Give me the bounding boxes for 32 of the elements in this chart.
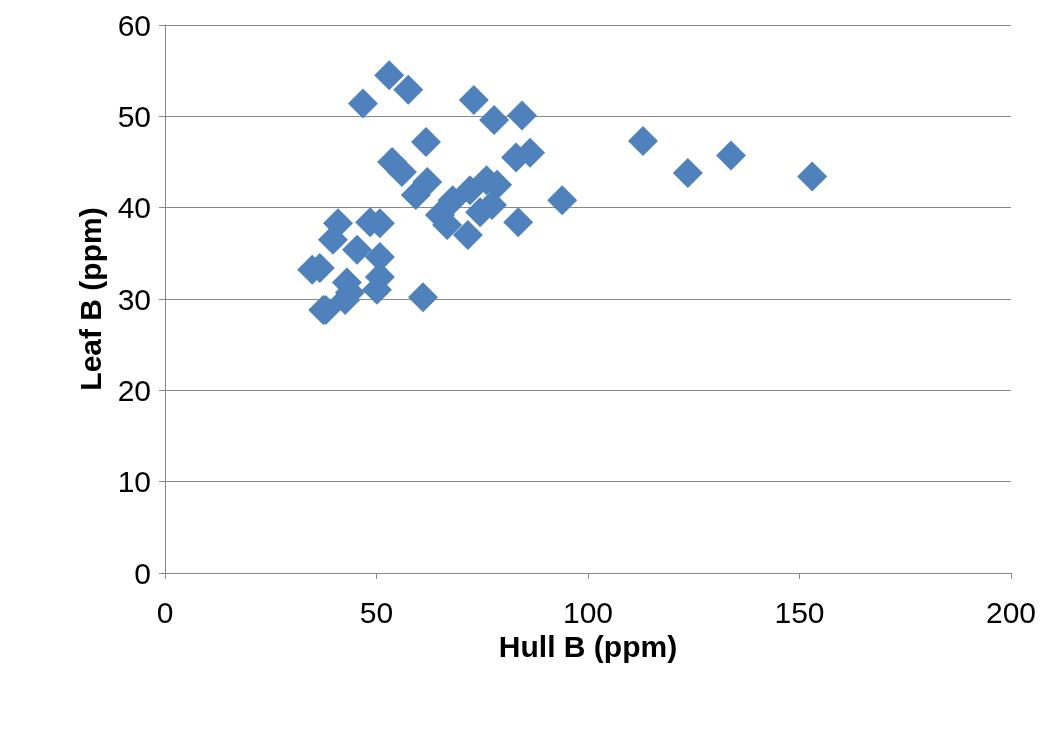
- y-tick-label: 60: [117, 8, 151, 42]
- point: [408, 282, 439, 313]
- point: [547, 185, 578, 216]
- point: [507, 100, 538, 131]
- point: [715, 140, 746, 171]
- y-tick-label: 10: [117, 465, 151, 499]
- y-tick-label: 0: [134, 556, 151, 590]
- x-tick-label: 100: [562, 595, 614, 629]
- point: [672, 157, 703, 188]
- x-tick-label: 0: [156, 595, 174, 629]
- point: [393, 74, 424, 105]
- x-tick-label: 200: [985, 595, 1037, 629]
- y-tick-label: 40: [117, 191, 151, 225]
- point: [458, 84, 489, 115]
- x-tick-label: 150: [774, 595, 825, 629]
- y-tick-label: 30: [117, 282, 151, 316]
- point: [479, 104, 510, 135]
- x-tick-label: 50: [359, 595, 394, 629]
- point: [410, 126, 441, 157]
- y-tick-label: 20: [117, 373, 151, 407]
- point: [437, 185, 468, 216]
- point: [386, 157, 417, 188]
- point: [374, 60, 405, 91]
- y-axis-title: Leaf B (ppm): [73, 207, 107, 391]
- point: [503, 207, 534, 238]
- y-tick-label: 50: [117, 99, 151, 133]
- point: [797, 161, 828, 192]
- point: [627, 125, 658, 156]
- point: [452, 220, 483, 251]
- point: [347, 88, 378, 119]
- x-axis-title: Hull B (ppm): [498, 630, 678, 664]
- point: [342, 234, 373, 265]
